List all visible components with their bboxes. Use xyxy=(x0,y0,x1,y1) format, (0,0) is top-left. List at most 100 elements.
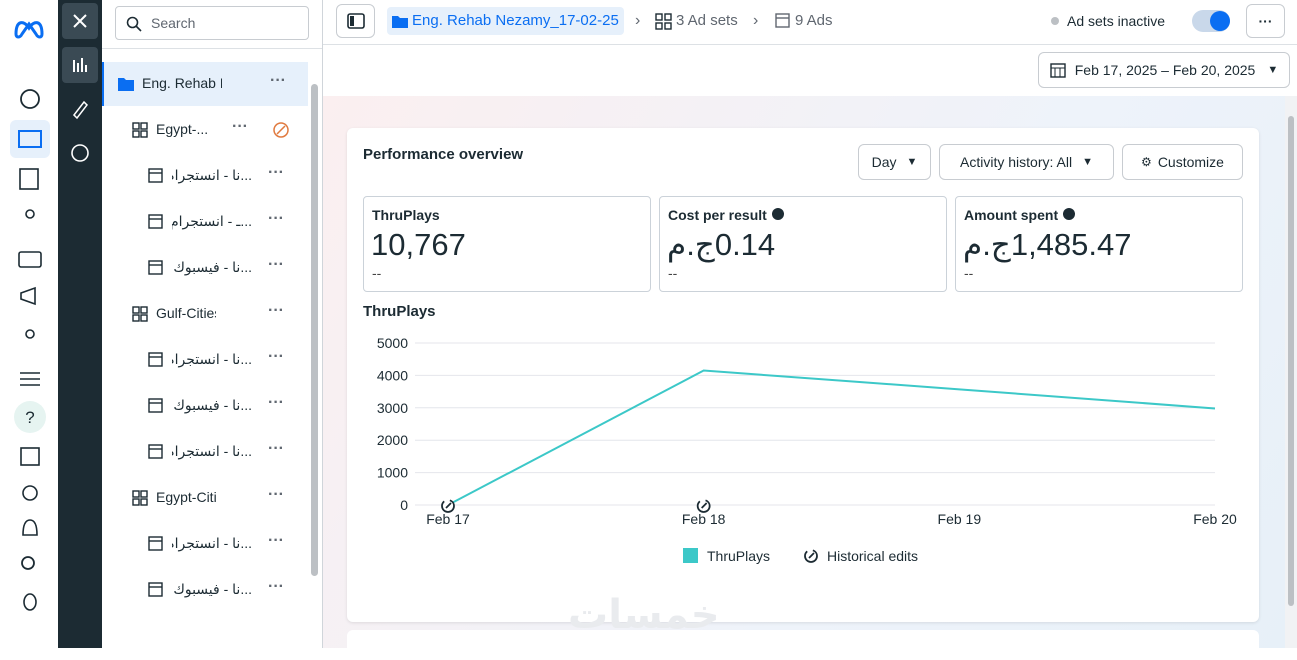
nav-icons: ? xyxy=(10,21,50,611)
more-button[interactable]: ··· xyxy=(268,210,284,227)
x-tick-label: Feb 19 xyxy=(938,511,982,527)
ad-icon xyxy=(148,536,163,551)
tree-row[interactable]: ...نا - فيسبوك ··· xyxy=(102,246,308,290)
campaign-crumb[interactable]: Eng. Rehab Nezamy_17-02-25 xyxy=(387,7,624,35)
more-button[interactable]: ··· xyxy=(1246,4,1285,38)
help-icon[interactable] xyxy=(14,401,46,433)
menu-icon[interactable] xyxy=(20,372,40,386)
metric-compare: -- xyxy=(372,265,382,281)
more-button[interactable]: ··· xyxy=(268,394,284,411)
status-toggle[interactable] xyxy=(1192,10,1230,32)
search-icon[interactable] xyxy=(21,556,35,570)
day-button[interactable]: Day ▼ xyxy=(858,144,931,180)
tree-row[interactable]: ...نا - انستجرام ··· xyxy=(102,522,308,566)
tree-row[interactable]: ...نا - فيسبوك ··· xyxy=(102,384,308,428)
edit-needle xyxy=(701,502,708,509)
metric-compare: -- xyxy=(668,265,678,281)
page-scrollbar[interactable] xyxy=(1288,116,1294,606)
chart-title: ThruPlays xyxy=(363,303,436,320)
tree-row[interactable]: Egypt-Cities... ··· xyxy=(102,476,308,520)
meta-logo[interactable] xyxy=(14,21,44,39)
tree-label: Eng. Rehab Ne... xyxy=(142,75,222,91)
icon-part xyxy=(346,13,365,29)
icon-part xyxy=(135,25,142,32)
metric-label: ThruPlays xyxy=(372,207,440,223)
more-button[interactable]: ··· xyxy=(268,164,284,181)
charts-button[interactable] xyxy=(62,47,98,83)
legend-swatch xyxy=(683,548,698,563)
tree-row[interactable]: Eng. Rehab Ne... ··· xyxy=(102,62,308,106)
bug-icon[interactable] xyxy=(23,593,37,611)
customize-button[interactable]: ⚙ Customize xyxy=(1122,144,1243,180)
panel-icon xyxy=(346,13,365,29)
tree-row[interactable]: ...ـ - انستجرام ··· xyxy=(102,200,308,244)
settings-icon[interactable] xyxy=(22,485,38,501)
more-button[interactable]: ··· xyxy=(232,118,248,135)
notifications-icon[interactable] xyxy=(22,519,38,536)
active-tab[interactable] xyxy=(10,120,50,158)
page-scroll-track xyxy=(1285,96,1297,648)
ads-icon xyxy=(775,13,790,28)
more-button[interactable]: ··· xyxy=(268,302,284,319)
tree-label: Egypt-Cities... xyxy=(156,489,216,505)
tree-row[interactable]: ...نا - انستجرام ··· xyxy=(102,154,308,198)
more-button[interactable]: ··· xyxy=(268,532,284,549)
icon-part xyxy=(1050,63,1066,78)
tree-row[interactable]: Gulf-Cities-... ··· xyxy=(102,292,308,336)
news-icon[interactable] xyxy=(20,447,40,466)
folder-icon xyxy=(118,78,134,91)
caret: ▼ xyxy=(1082,156,1093,168)
icon-part xyxy=(1050,67,1065,77)
square xyxy=(140,122,148,130)
audience-icon[interactable] xyxy=(25,209,35,219)
status-dot xyxy=(1051,17,1059,25)
ads-crumb[interactable]: 9 Ads xyxy=(795,12,833,29)
billing-icon[interactable] xyxy=(18,251,42,268)
metric-card: ThruPlays 10,767 -- xyxy=(363,196,651,292)
more-button[interactable]: ··· xyxy=(268,578,284,595)
y-tick-label: 0 xyxy=(400,497,408,513)
more-button[interactable]: ··· xyxy=(268,486,284,503)
edit-button[interactable] xyxy=(73,100,88,120)
x-tick-label: Feb 17 xyxy=(426,511,470,527)
info-icon xyxy=(1063,208,1075,220)
adset-icon xyxy=(132,490,148,506)
metric-label: Amount spent xyxy=(964,207,1059,223)
search-glyph xyxy=(126,16,142,32)
metric-card: Amount spent 1,485.47ج.م -- xyxy=(955,196,1243,292)
more-button[interactable]: ··· xyxy=(268,440,284,457)
scrollbar[interactable] xyxy=(311,84,318,576)
square xyxy=(132,122,140,130)
square xyxy=(132,306,140,314)
dashboard-icon[interactable] xyxy=(20,89,40,109)
ad-icon xyxy=(148,214,163,229)
icon-part xyxy=(126,16,139,29)
history-button[interactable] xyxy=(71,144,89,162)
panel-toggle[interactable] xyxy=(336,4,375,38)
search-placeholder: Search xyxy=(151,15,196,31)
activity-button[interactable]: Activity history: All ▼ xyxy=(939,144,1114,180)
date-picker[interactable]: Feb 17, 2025 – Feb 20, 2025 ▼ xyxy=(1038,52,1290,88)
tree-row[interactable]: ...نا - فيسبوك ··· xyxy=(102,568,308,612)
more-button[interactable]: ··· xyxy=(268,256,284,273)
search-box[interactable]: Search xyxy=(115,6,309,40)
adsets-crumb[interactable]: 3 Ad sets xyxy=(676,12,738,29)
metric-label: Cost per result xyxy=(668,207,767,223)
icon-part xyxy=(775,13,790,28)
events-icon[interactable] xyxy=(25,329,35,339)
ad-icon xyxy=(148,260,163,275)
more-button[interactable]: ··· xyxy=(270,72,286,89)
tree-row[interactable]: ...نا - انستجرام ··· xyxy=(102,430,308,474)
frame xyxy=(148,582,163,597)
pages-icon[interactable] xyxy=(19,168,39,190)
edit-needle xyxy=(445,502,452,509)
ads-icon[interactable] xyxy=(20,286,36,306)
legend-label: Historical edits xyxy=(827,548,918,564)
tree-row[interactable]: Egypt-... ··· xyxy=(102,108,308,152)
y-tick-label: 2000 xyxy=(377,432,408,448)
tree-row[interactable]: ...نا - انستجرام ··· xyxy=(102,338,308,382)
more-button[interactable]: ··· xyxy=(268,348,284,365)
y-tick-label: 1000 xyxy=(377,465,408,481)
square xyxy=(140,498,148,506)
